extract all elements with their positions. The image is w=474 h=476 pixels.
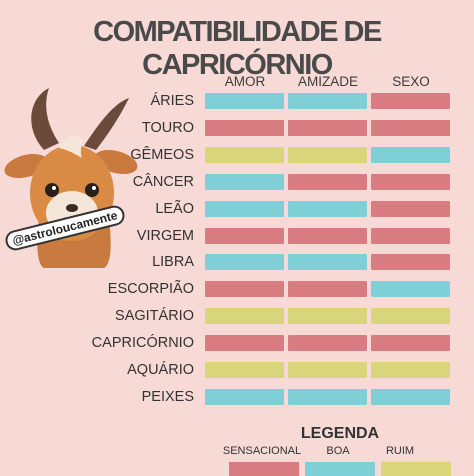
legend-title: LEGENDA	[300, 425, 380, 442]
compatibility-cell-sensacional	[205, 227, 284, 244]
compatibility-cell-boa	[371, 388, 450, 405]
compatibility-cell-ruim	[288, 308, 367, 325]
row-label: CÂNCER	[132, 173, 194, 190]
compatibility-cell-ruim	[205, 308, 284, 325]
page-title: COMPATIBILIDADE DE CAPRICÓRNIO	[93, 16, 382, 81]
compatibility-cell-ruim	[205, 362, 284, 378]
compatibility-cell-sensacional	[288, 281, 367, 298]
legend-label-ruim: RUIM	[385, 445, 415, 457]
compatibility-cell-boa	[288, 388, 367, 405]
row-label: AQUÁRIO	[127, 362, 194, 378]
compatibility-cell-sensacional	[371, 119, 450, 136]
compatibility-cell-sensacional	[205, 335, 284, 352]
column-header-amizade: AMIZADE	[297, 74, 358, 89]
row-label: TOURO	[141, 119, 194, 136]
compatibility-cell-boa	[288, 200, 367, 217]
compatibility-cell-boa	[205, 200, 284, 217]
row-label: PEIXES	[141, 388, 194, 405]
compatibility-cell-boa	[371, 281, 450, 298]
compatibility-cell-boa	[205, 93, 284, 109]
column-header-amor: AMOR	[224, 74, 266, 89]
row-label: LIBRA	[152, 254, 194, 271]
compatibility-cell-boa	[205, 388, 284, 405]
compatibility-cell-ruim	[371, 362, 450, 378]
compatibility-cell-sensacional	[371, 200, 450, 217]
row-label: GÊMEOS	[130, 146, 194, 163]
compatibility-cell-ruim	[205, 146, 284, 163]
compatibility-cell-sensacional	[371, 254, 450, 271]
compatibility-cell-ruim	[288, 362, 367, 378]
row-label: VIRGEM	[136, 227, 194, 244]
legend-label-boa: BOA	[326, 445, 350, 457]
column-header-sexo: SEXO	[392, 74, 430, 89]
compatibility-cell-sensacional	[288, 335, 367, 352]
compatibility-cell-boa	[371, 146, 450, 163]
compatibility-cell-sensacional	[288, 173, 367, 190]
compatibility-cell-boa	[205, 254, 284, 271]
row-label: ÁRIES	[150, 93, 194, 109]
compatibility-cell-ruim	[288, 146, 367, 163]
row-label: ESCORPIÃO	[107, 281, 194, 298]
row-label: LEÃO	[155, 200, 194, 217]
compatibility-cell-sensacional	[371, 227, 450, 244]
legend-label-sensacional: SENSACIONAL	[222, 445, 302, 457]
legend-swatch-boa	[305, 462, 375, 476]
row-label: CAPRICÓRNIO	[91, 335, 194, 352]
legend-swatch-ruim	[381, 462, 451, 476]
row-label: SAGITÁRIO	[115, 308, 194, 325]
compatibility-cell-sensacional	[371, 93, 450, 109]
compatibility-cell-sensacional	[288, 227, 367, 244]
compatibility-cell-sensacional	[288, 119, 367, 136]
compatibility-cell-boa	[288, 254, 367, 271]
compatibility-cell-sensacional	[205, 281, 284, 298]
compatibility-cell-boa	[288, 93, 367, 109]
compatibility-cell-sensacional	[371, 335, 450, 352]
compatibility-cell-boa	[205, 173, 284, 190]
compatibility-cell-sensacional	[205, 119, 284, 136]
compatibility-cell-sensacional	[371, 173, 450, 190]
legend-swatch-sensacional	[229, 462, 299, 476]
compatibility-cell-ruim	[371, 308, 450, 325]
